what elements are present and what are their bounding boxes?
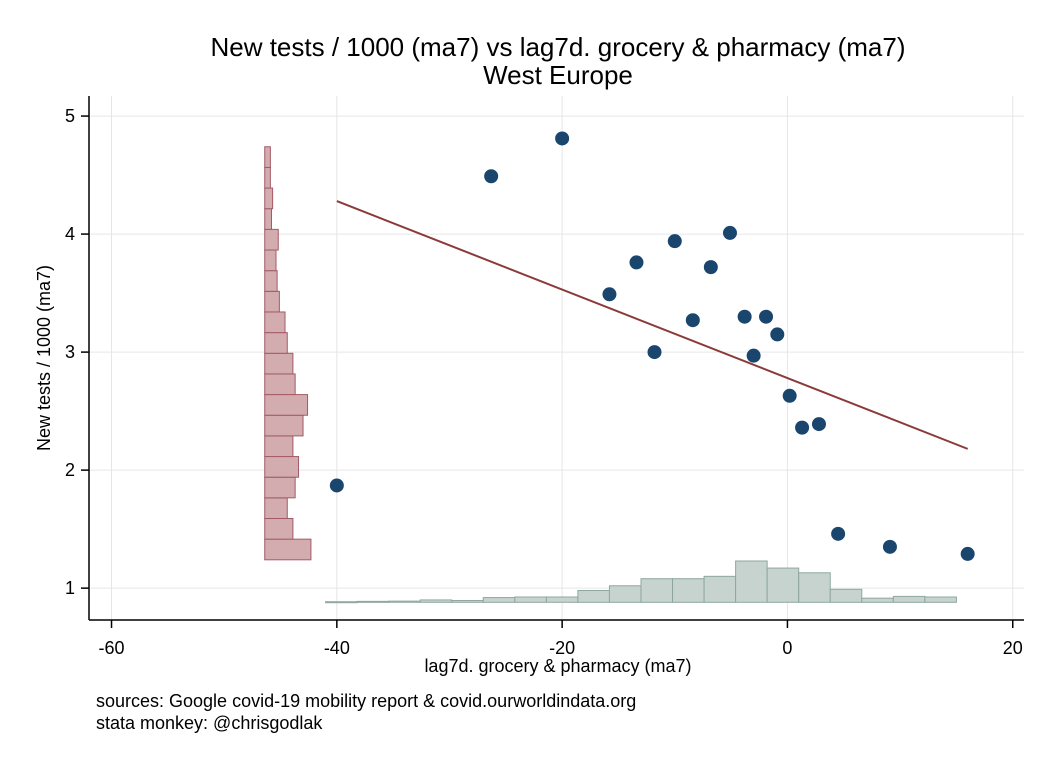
y-histogram-bar [264, 290, 280, 313]
x-histogram [325, 560, 957, 604]
x-ticks: -60 -40 -20 0 20 [99, 620, 1023, 658]
y-ticks: 1 2 3 4 5 [65, 106, 89, 598]
data-point [746, 348, 761, 363]
data-point [811, 417, 826, 432]
x-tick-label: 0 [782, 638, 792, 658]
data-point [685, 313, 700, 328]
x-tick-label: 20 [1003, 638, 1023, 658]
y-histogram-bar [264, 414, 304, 437]
x-histogram-bar [703, 575, 737, 603]
y-histogram-bar [264, 456, 300, 478]
y-tick-label: 2 [65, 460, 75, 480]
fit-line [336, 200, 969, 450]
y-histogram-bar [264, 208, 272, 230]
y-histogram-bar [264, 311, 286, 334]
x-histogram-bar [892, 595, 926, 603]
data-point [831, 526, 846, 541]
y-histogram-bar [264, 518, 294, 540]
y-histogram-bar [264, 435, 294, 458]
data-point [960, 546, 975, 561]
data-point [555, 131, 570, 146]
x-histogram-bar [861, 597, 894, 603]
data-point [629, 255, 644, 270]
y-tick-label: 5 [65, 106, 75, 126]
data-point [737, 309, 752, 324]
x-histogram-bar [672, 578, 705, 603]
data-point [703, 260, 718, 275]
data-point [882, 539, 897, 554]
y-histogram-bar [264, 538, 312, 561]
y-histogram-bar [264, 373, 296, 396]
data-point [722, 225, 737, 240]
data-point [602, 287, 617, 302]
data-points [329, 131, 975, 561]
y-histogram-bar [264, 352, 294, 375]
y-histogram-bar [264, 332, 288, 354]
x-histogram-bar [798, 572, 831, 603]
x-histogram-bar [577, 589, 610, 603]
x-tick-label: -40 [324, 638, 350, 658]
x-histogram-bar [419, 599, 453, 603]
fit-line-group [336, 200, 969, 450]
data-point [759, 309, 774, 324]
data-point [770, 327, 785, 342]
chart-subtitle: West Europe [483, 60, 633, 90]
data-point [484, 169, 499, 184]
x-histogram-bar [735, 560, 768, 603]
x-tick-label: -20 [549, 638, 575, 658]
x-histogram-bar [482, 597, 516, 603]
x-histogram-bar [829, 588, 863, 603]
y-axis-title: New tests / 1000 (ma7) [34, 265, 54, 451]
y-tick-label: 4 [65, 224, 75, 244]
chart-title: New tests / 1000 (ma7) vs lag7d. grocery… [210, 32, 905, 62]
y-histogram-bar [264, 146, 271, 168]
y-histogram-bar [264, 394, 309, 416]
y-tick-label: 1 [65, 578, 75, 598]
data-point [647, 345, 662, 360]
y-histogram-bar [264, 476, 296, 499]
x-tick-label: -60 [99, 638, 125, 658]
x-histogram-bar [766, 567, 800, 603]
data-point [795, 420, 810, 435]
y-histogram-bar [264, 497, 288, 520]
x-histogram-bar [451, 600, 484, 603]
x-histogram-bar [325, 601, 358, 604]
footer-credit: stata monkey: @chrisgodlak [96, 713, 323, 733]
footer-sources: sources: Google covid-19 mobility report… [96, 691, 636, 711]
y-histogram-bar [264, 166, 271, 189]
x-histogram-bar [924, 596, 957, 603]
x-axis-title: lag7d. grocery & pharmacy (ma7) [424, 656, 691, 676]
y-histogram-bar [264, 270, 278, 292]
y-histogram-bar [264, 249, 277, 272]
x-histogram-bar [356, 600, 390, 603]
x-histogram-bar [640, 578, 674, 603]
gridlines [89, 96, 1024, 620]
y-histogram-bar [264, 228, 279, 251]
x-histogram-bar [514, 596, 547, 603]
y-histogram-bar [264, 187, 274, 210]
x-histogram-bar [545, 596, 579, 603]
data-point [329, 478, 344, 493]
y-histogram [264, 146, 312, 561]
data-point [782, 388, 797, 403]
x-histogram-bar [388, 600, 421, 603]
x-histogram-bar [608, 585, 642, 603]
y-tick-label: 3 [65, 342, 75, 362]
data-point [667, 234, 682, 249]
